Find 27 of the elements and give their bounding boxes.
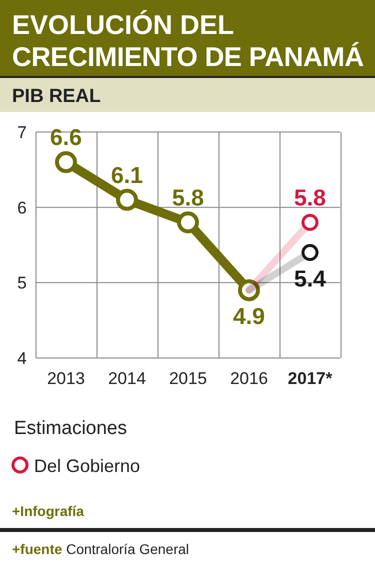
data-label: 5.4: [294, 266, 326, 292]
chart-subtitle: PIB REAL: [12, 86, 102, 107]
y-tick-label: 4: [17, 349, 27, 368]
data-label: 6.1: [111, 162, 144, 188]
point: [177, 211, 199, 234]
x-tick-label: 2015: [169, 369, 207, 388]
text: +Infografía: [12, 503, 84, 519]
chart-title: EVOLUCIÓN DEL CRECIMIENTO DE PANAMÁ: [12, 10, 364, 72]
legend-title: Estimaciones: [14, 418, 127, 439]
x-tick-label: 2016: [230, 369, 268, 388]
point: [55, 151, 77, 174]
data-label: 5.8: [172, 184, 204, 210]
data-label: 4.9: [233, 303, 265, 330]
x-tick-label: 2017*: [288, 369, 333, 388]
legend-label: Del Gobierno: [34, 456, 140, 476]
point: [116, 188, 138, 211]
y-tick-label: 5: [17, 274, 27, 293]
y-tick-label: 6: [17, 198, 27, 218]
point: [302, 244, 318, 262]
text: +fuente Contraloría General: [12, 541, 190, 557]
data-label: 6.6: [50, 124, 82, 150]
x-tick-label: 2013: [47, 369, 85, 388]
point: [238, 279, 260, 302]
x-tick-label: 2014: [108, 369, 146, 388]
data-label: 5.8: [294, 184, 326, 210]
point: [302, 214, 318, 231]
y-tick-label: 7: [17, 123, 27, 142]
